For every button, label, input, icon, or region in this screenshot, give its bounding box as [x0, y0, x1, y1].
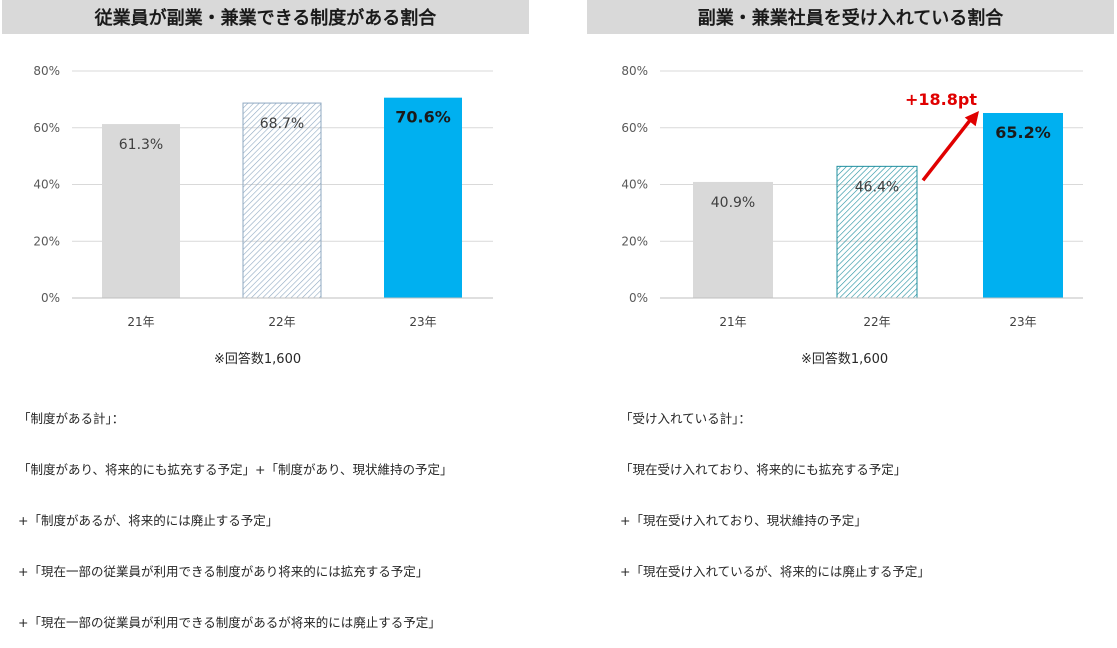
data-label: 46.4%	[855, 179, 899, 195]
right-chart-title: 副業・兼業社員を受け入れている割合	[587, 0, 1114, 34]
left-definition-note: 「制度がある計」： 「制度があり、将来的にも拡充する予定」+「制度があり、現状維…	[18, 376, 452, 648]
x-category-label: 22年	[268, 315, 295, 329]
y-tick-label: 40%	[621, 178, 648, 192]
x-category-label: 22年	[863, 315, 890, 329]
y-tick-label: 80%	[33, 64, 60, 78]
y-tick-label: 20%	[621, 234, 648, 248]
data-label: 65.2%	[995, 123, 1051, 142]
change-annotation: +18.8pt	[905, 90, 977, 109]
bar-23年	[983, 112, 1063, 299]
y-tick-label: 80%	[621, 64, 648, 78]
data-label: 40.9%	[711, 195, 755, 211]
left-answer-count: ※回答数1,600	[214, 352, 302, 367]
data-label: 70.6%	[395, 108, 451, 127]
bar-21年	[102, 124, 180, 298]
y-tick-label: 20%	[33, 234, 60, 248]
y-tick-label: 0%	[41, 291, 60, 305]
right-definition-note: 「受け入れている計」： 「現在受け入れており、将来的にも拡充する予定」 +「現在…	[620, 376, 930, 597]
note-line: 「制度があり、将来的にも拡充する予定」+「制度があり、現状維持の予定」	[18, 462, 453, 477]
right-bar-chart: 0% 20% 40% 60% 80% 40.9% 21年 46.4% 22年 65.2% 23年 +1…	[621, 64, 1083, 329]
increase-arrow	[921, 117, 973, 182]
note-line: +「現在一部の従業員が利用できる制度があるが将来的には廃止する予定」	[18, 615, 441, 630]
y-tick-label: 60%	[33, 121, 60, 135]
bar-21年	[693, 181, 773, 298]
note-line: +「現在一部の従業員が利用できる制度があり将来的には拡充する予定」	[18, 564, 429, 579]
x-category-label: 21年	[127, 315, 154, 329]
x-category-label: 21年	[719, 315, 746, 329]
y-tick-label: 0%	[629, 291, 648, 305]
note-line: 「現在受け入れており、将来的にも拡充する予定」	[620, 462, 907, 477]
x-category-label: 23年	[1009, 315, 1036, 329]
note-line: +「制度があるが、将来的には廃止する予定」	[18, 513, 279, 528]
y-tick-label: 60%	[621, 121, 648, 135]
data-label: 68.7%	[260, 116, 304, 132]
bar-22年	[242, 102, 322, 299]
left-chart-title: 従業員が副業・兼業できる制度がある割合	[2, 0, 529, 34]
note-line: 「制度がある計」：	[18, 411, 125, 426]
right-answer-count: ※回答数1,600	[801, 352, 889, 367]
note-line: +「現在受け入れており、現状維持の予定」	[620, 513, 867, 528]
note-line: +「現在受け入れているが、将来的には廃止する予定」	[620, 564, 930, 579]
arrow-head	[964, 110, 979, 127]
note-line: 「受け入れている計」：	[620, 411, 751, 426]
x-category-label: 23年	[409, 315, 436, 329]
left-bar-chart: 0% 20% 40% 60% 80% 61.3% 21年 68.7% 22年 70.6% 23年	[33, 64, 493, 329]
y-tick-label: 40%	[33, 178, 60, 192]
data-label: 61.3%	[119, 137, 163, 153]
bar-23年	[384, 97, 462, 298]
bar-22年	[836, 165, 918, 299]
